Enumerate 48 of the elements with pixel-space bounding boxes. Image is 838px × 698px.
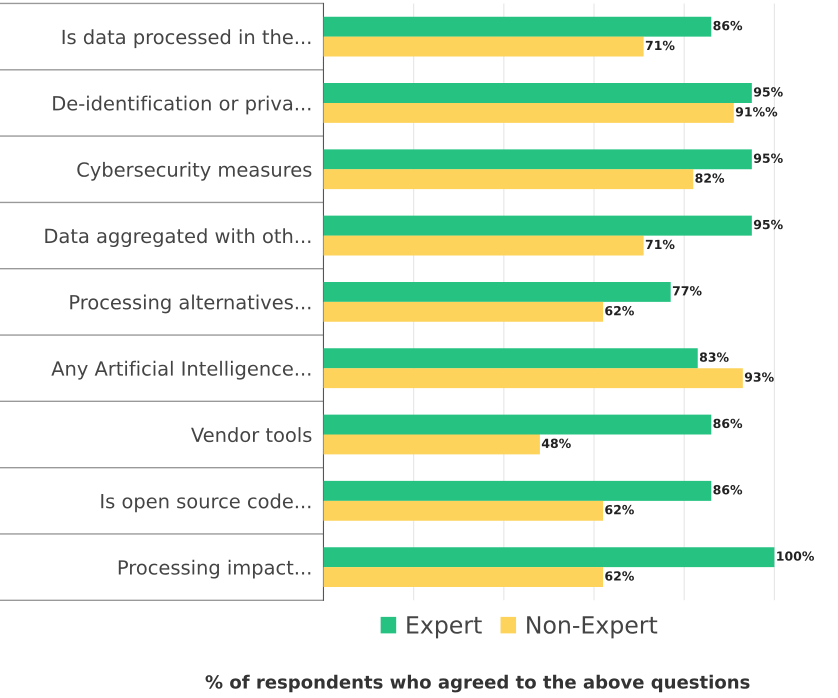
bar bbox=[323, 36, 644, 57]
bar bbox=[323, 282, 671, 302]
y-tick-label: Data aggregated with oth... bbox=[45, 228, 310, 248]
bar bbox=[323, 500, 604, 521]
y-tick-label: Cybersecurity measures bbox=[77, 162, 312, 181]
data-label: 62% bbox=[605, 571, 634, 581]
bar bbox=[323, 414, 712, 435]
legend-label: Non-Expert bbox=[527, 616, 658, 638]
y-tick-label: Any Artificial Intelligence... bbox=[51, 360, 310, 380]
data-label: 95% bbox=[754, 87, 783, 97]
data-label: 62% bbox=[605, 306, 634, 316]
legend-label: Expert bbox=[407, 616, 482, 638]
data-label: 71% bbox=[646, 40, 675, 50]
data-label: 86% bbox=[713, 20, 742, 30]
data-label: 100% bbox=[777, 551, 814, 561]
bar bbox=[323, 480, 712, 501]
data-label: 95% bbox=[754, 220, 783, 230]
data-label: 82% bbox=[695, 173, 724, 183]
bar bbox=[323, 302, 604, 322]
bar bbox=[323, 348, 698, 368]
x-axis-title: % of respondents who agreed to the above questions bbox=[206, 674, 750, 692]
y-tick-label: Vendor tools bbox=[191, 427, 312, 442]
data-label: 95% bbox=[754, 153, 783, 163]
bar bbox=[323, 83, 752, 103]
bar bbox=[323, 102, 734, 123]
bar bbox=[323, 16, 712, 37]
y-tick-label: De-identification or priva... bbox=[53, 96, 310, 114]
y-tick-label: Processing impact... bbox=[118, 560, 310, 579]
bar bbox=[323, 547, 774, 568]
data-label: 86% bbox=[713, 485, 742, 494]
bar bbox=[323, 236, 644, 256]
bar bbox=[323, 567, 604, 588]
data-label: 93% bbox=[744, 372, 774, 382]
bar bbox=[323, 216, 752, 236]
y-tick-label: Processing alternatives... bbox=[70, 294, 310, 314]
data-label: 91%% bbox=[736, 107, 778, 117]
bar bbox=[323, 149, 752, 170]
data-label: 86% bbox=[713, 418, 742, 428]
y-tick-label: Is open source code... bbox=[101, 493, 310, 512]
data-label: 83% bbox=[700, 352, 729, 362]
bar bbox=[323, 434, 540, 454]
data-label: 71% bbox=[646, 240, 675, 250]
data-label: 48% bbox=[542, 438, 571, 448]
data-label: 62% bbox=[605, 504, 634, 514]
bar bbox=[323, 368, 743, 388]
data-label: 77% bbox=[672, 286, 702, 296]
y-tick-label: Is data processed in the... bbox=[62, 29, 310, 48]
bar bbox=[323, 169, 694, 190]
